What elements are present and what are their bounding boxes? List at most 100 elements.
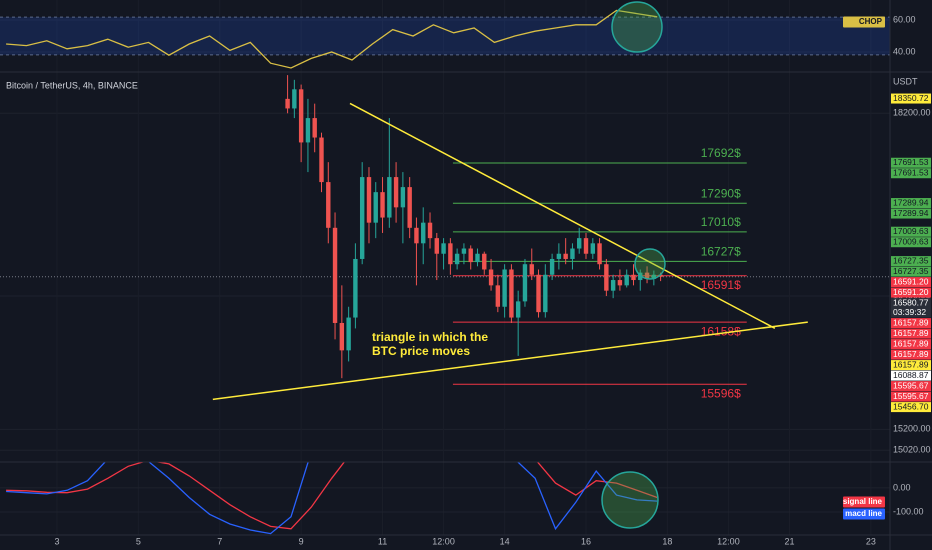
price-tag <box>891 93 931 104</box>
trendline <box>349 102 776 329</box>
candle-body <box>346 317 351 351</box>
price-tag-label: 16580.77 <box>893 298 929 308</box>
candle-body <box>359 177 365 259</box>
candle-body <box>556 253 562 259</box>
series-line <box>6 462 658 535</box>
price-tag-label: 18350.72 <box>893 93 929 103</box>
candle-body <box>285 98 290 109</box>
candle-body <box>563 253 568 259</box>
candle-body <box>292 89 297 109</box>
candle-body <box>617 280 623 286</box>
legend-swatch <box>843 508 885 520</box>
candle-body <box>529 264 534 275</box>
price-tag-label: 17009.63 <box>893 237 929 247</box>
price-tag-label: 17691.53 <box>893 168 929 178</box>
price-tag <box>891 168 931 179</box>
legend-swatch <box>843 496 885 508</box>
highlight-circle <box>601 471 659 529</box>
annotation: BTC price moves <box>372 344 470 358</box>
x-tick-label: 5 <box>136 536 141 546</box>
price-tag <box>891 381 931 392</box>
candle-body <box>434 238 439 254</box>
level-label: 16591$ <box>701 278 741 292</box>
level-label: 17010$ <box>701 215 741 229</box>
candle-body <box>454 253 460 265</box>
candle-body <box>570 248 575 259</box>
y-tick-label: 15020.00 <box>893 445 931 455</box>
price-tag <box>891 298 931 318</box>
candle-body <box>515 301 521 318</box>
candle-body <box>373 192 378 223</box>
candle-body <box>387 177 392 218</box>
price-tag-label: 17289.94 <box>893 197 929 207</box>
x-tick-label: 12:00 <box>717 536 740 546</box>
price-tag-label: 16157.89 <box>893 349 929 359</box>
price-tag <box>891 198 931 209</box>
price-tag-label: 16157.89 <box>893 339 929 349</box>
y-tick-label: 40.00 <box>893 46 916 56</box>
candle-body <box>461 248 467 254</box>
annotation: triangle in which the <box>372 330 488 344</box>
price-tag-time: 03:39:32 <box>893 307 926 317</box>
y-tick-label: -100.00 <box>893 506 924 516</box>
candle-body <box>421 222 426 244</box>
candle-body <box>427 222 433 239</box>
price-tag <box>891 256 931 267</box>
candle-body <box>448 243 453 265</box>
price-tag <box>891 157 931 168</box>
price-tag <box>891 266 931 277</box>
legend-label: CHOP <box>859 17 883 26</box>
legend-swatch <box>843 16 885 28</box>
candle-body <box>326 182 331 228</box>
series-line <box>6 9 658 69</box>
y-tick-label: 18200.00 <box>893 108 931 118</box>
price-tag-label: 16088.87 <box>893 370 929 380</box>
candle-body <box>522 264 528 302</box>
y-tick-label: 60.00 <box>893 14 916 24</box>
candle-body <box>380 192 385 218</box>
price-tag-label: 16157.89 <box>893 328 929 338</box>
legend-label: macd line <box>845 509 882 518</box>
band <box>0 17 890 55</box>
price-tag-label: 16591.20 <box>893 287 929 297</box>
price-tag <box>891 391 931 402</box>
x-tick-label: 3 <box>54 536 59 546</box>
candle-body <box>610 280 616 291</box>
price-tag <box>891 237 931 248</box>
candle-body <box>353 258 358 318</box>
level-label: 17692$ <box>701 146 741 160</box>
x-tick-label: 16 <box>581 536 591 546</box>
candle-body <box>590 243 596 254</box>
candle-body <box>536 274 541 313</box>
price-tag <box>891 402 931 413</box>
candle-body <box>597 243 602 265</box>
candle-body <box>298 89 304 143</box>
candle-body <box>495 285 501 307</box>
candle-body <box>482 253 487 270</box>
x-tick-label: 23 <box>866 536 876 546</box>
y-tick-label: 15200.00 <box>893 424 931 434</box>
x-tick-label: 14 <box>500 536 510 546</box>
candle-body <box>543 274 548 313</box>
candle-body <box>475 253 480 263</box>
level-label: 17290$ <box>701 186 741 200</box>
candle-body <box>407 187 412 228</box>
candle-body <box>400 187 406 208</box>
x-tick-label: 21 <box>784 536 794 546</box>
candle-body <box>658 274 663 277</box>
price-tag-label: 17289.94 <box>893 208 929 218</box>
candle-body <box>332 227 338 323</box>
price-tag <box>891 226 931 237</box>
price-tag-label: 16157.89 <box>893 318 929 328</box>
price-tag <box>891 349 931 360</box>
candle-body <box>468 248 473 263</box>
candle-body <box>549 258 555 275</box>
highlight-circle <box>611 1 663 53</box>
candle-body <box>644 272 650 279</box>
level-label: 16727$ <box>701 245 741 259</box>
x-tick-label: 9 <box>299 536 304 546</box>
x-tick-label: 12:00 <box>432 536 455 546</box>
candle-body <box>414 227 419 244</box>
chart-title: Bitcoin / TetherUS, 4h, BINANCE <box>6 80 138 90</box>
